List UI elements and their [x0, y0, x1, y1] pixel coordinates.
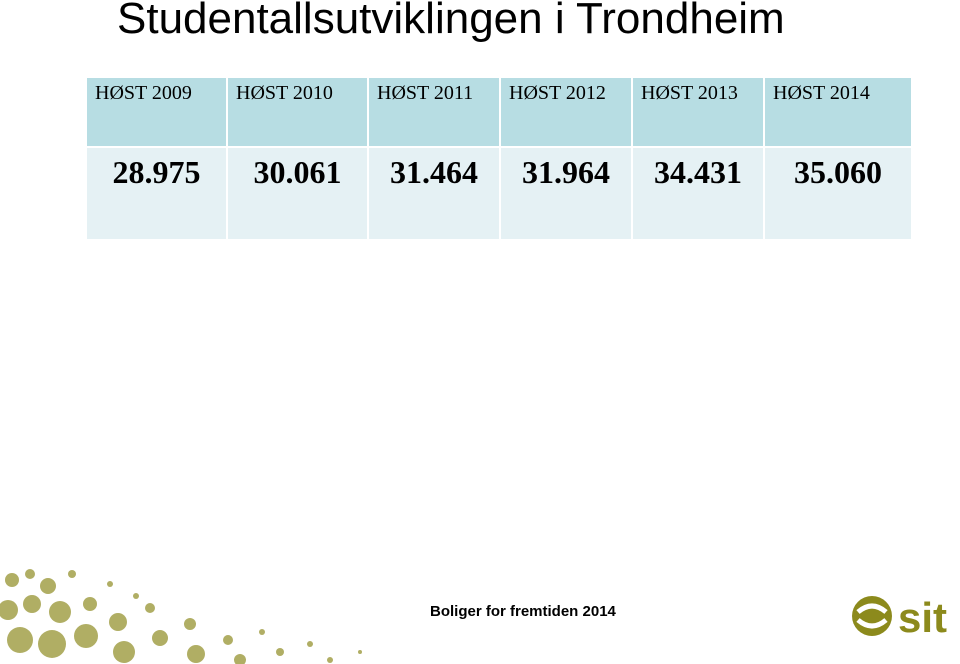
table: HØST 2009 HØST 2010 HØST 2011 HØST 2012 …: [87, 78, 913, 239]
decoration: [0, 569, 362, 664]
column-header: HØST 2011: [368, 78, 501, 148]
cell: 28.975: [87, 147, 228, 239]
slide-title: Studentallsutviklingen i Trondheim: [117, 0, 785, 43]
logo: sit: [852, 594, 947, 641]
column-header: HØST 2012: [500, 78, 633, 148]
cell: 30.061: [227, 147, 369, 239]
column-header: HØST 2009: [87, 78, 228, 148]
column-header: HØST 2010: [227, 78, 369, 148]
logo-mark: [852, 596, 892, 636]
logo-mark-lines: [856, 603, 888, 629]
cell: 31.464: [368, 147, 501, 239]
footer-text: Boliger for fremtiden 2014: [430, 603, 616, 620]
cell: 34.431: [632, 147, 765, 239]
header-row: HØST 2009 HØST 2010 HØST 2011 HØST 2012 …: [87, 78, 913, 148]
data-row: 28.975 30.061 31.464 31.964 34.431 35.06…: [87, 147, 913, 239]
column-header: HØST 2014: [764, 78, 913, 148]
cell: 31.964: [500, 147, 633, 239]
column-header: HØST 2013: [632, 78, 765, 148]
cell: 35.060: [764, 147, 913, 239]
logo-text: sit: [898, 594, 947, 641]
